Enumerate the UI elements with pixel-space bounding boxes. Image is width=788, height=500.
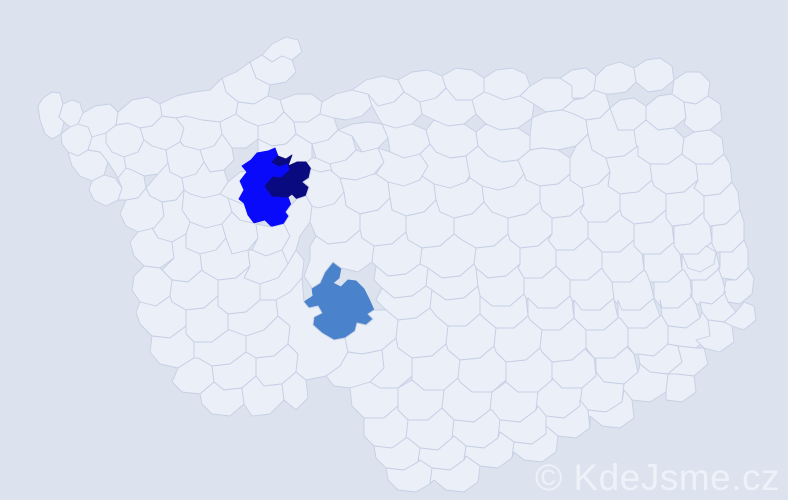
district[interactable]	[653, 269, 693, 309]
district[interactable]	[319, 89, 373, 121]
district[interactable]	[593, 61, 637, 95]
district[interactable]	[683, 95, 723, 133]
district[interactable]	[429, 455, 481, 493]
district[interactable]	[37, 91, 65, 140]
district[interactable]	[511, 425, 559, 463]
district[interactable]	[369, 337, 413, 389]
district[interactable]	[67, 149, 109, 182]
district[interactable]	[587, 389, 635, 429]
watermark-kdejsme: © KdeJsme.cz	[534, 457, 780, 498]
district[interactable]	[471, 91, 535, 131]
district[interactable]	[281, 195, 313, 265]
district-layer	[37, 36, 757, 493]
district[interactable]	[303, 229, 375, 289]
district[interactable]	[681, 245, 717, 273]
district[interactable]	[695, 319, 735, 353]
district[interactable]	[665, 373, 697, 403]
